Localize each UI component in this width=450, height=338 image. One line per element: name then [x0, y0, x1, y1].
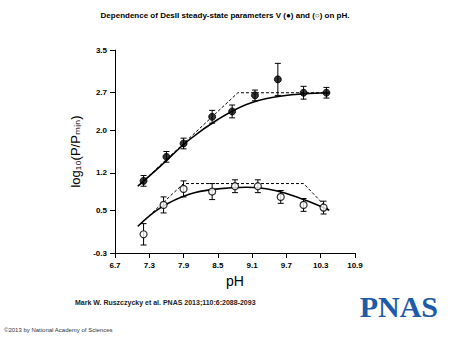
svg-text:7.3: 7.3: [144, 261, 156, 270]
svg-text:7.9: 7.9: [178, 261, 190, 270]
svg-text:0.5: 0.5: [96, 206, 108, 215]
svg-text:Mark W. Ruszczycky et al. PNAS: Mark W. Ruszczycky et al. PNAS 2013;110:…: [75, 299, 256, 307]
svg-text:8.5: 8.5: [212, 261, 224, 270]
svg-text:Dependence of DesII steady-sta: Dependence of DesII steady-state paramet…: [101, 11, 350, 20]
svg-text:2.7: 2.7: [96, 88, 108, 97]
svg-text:-0.3: -0.3: [93, 249, 107, 258]
svg-text:PNAS: PNAS: [360, 290, 438, 323]
svg-text:2.0: 2.0: [96, 126, 108, 135]
svg-text:9.7: 9.7: [281, 261, 293, 270]
svg-text:3.5: 3.5: [96, 46, 108, 55]
svg-text:9.1: 9.1: [247, 261, 259, 270]
svg-text:10.3: 10.3: [313, 261, 329, 270]
svg-text:log₁₀(P/Pₘᵢₙ): log₁₀(P/Pₘᵢₙ): [68, 115, 83, 187]
svg-text:©2013 by National Academy of S: ©2013 by National Academy of Sciences: [4, 327, 112, 333]
svg-text:pH: pH: [226, 273, 244, 289]
svg-text:10.9: 10.9: [347, 261, 363, 270]
svg-text:6.7: 6.7: [109, 261, 121, 270]
svg-text:1.2: 1.2: [96, 168, 108, 177]
